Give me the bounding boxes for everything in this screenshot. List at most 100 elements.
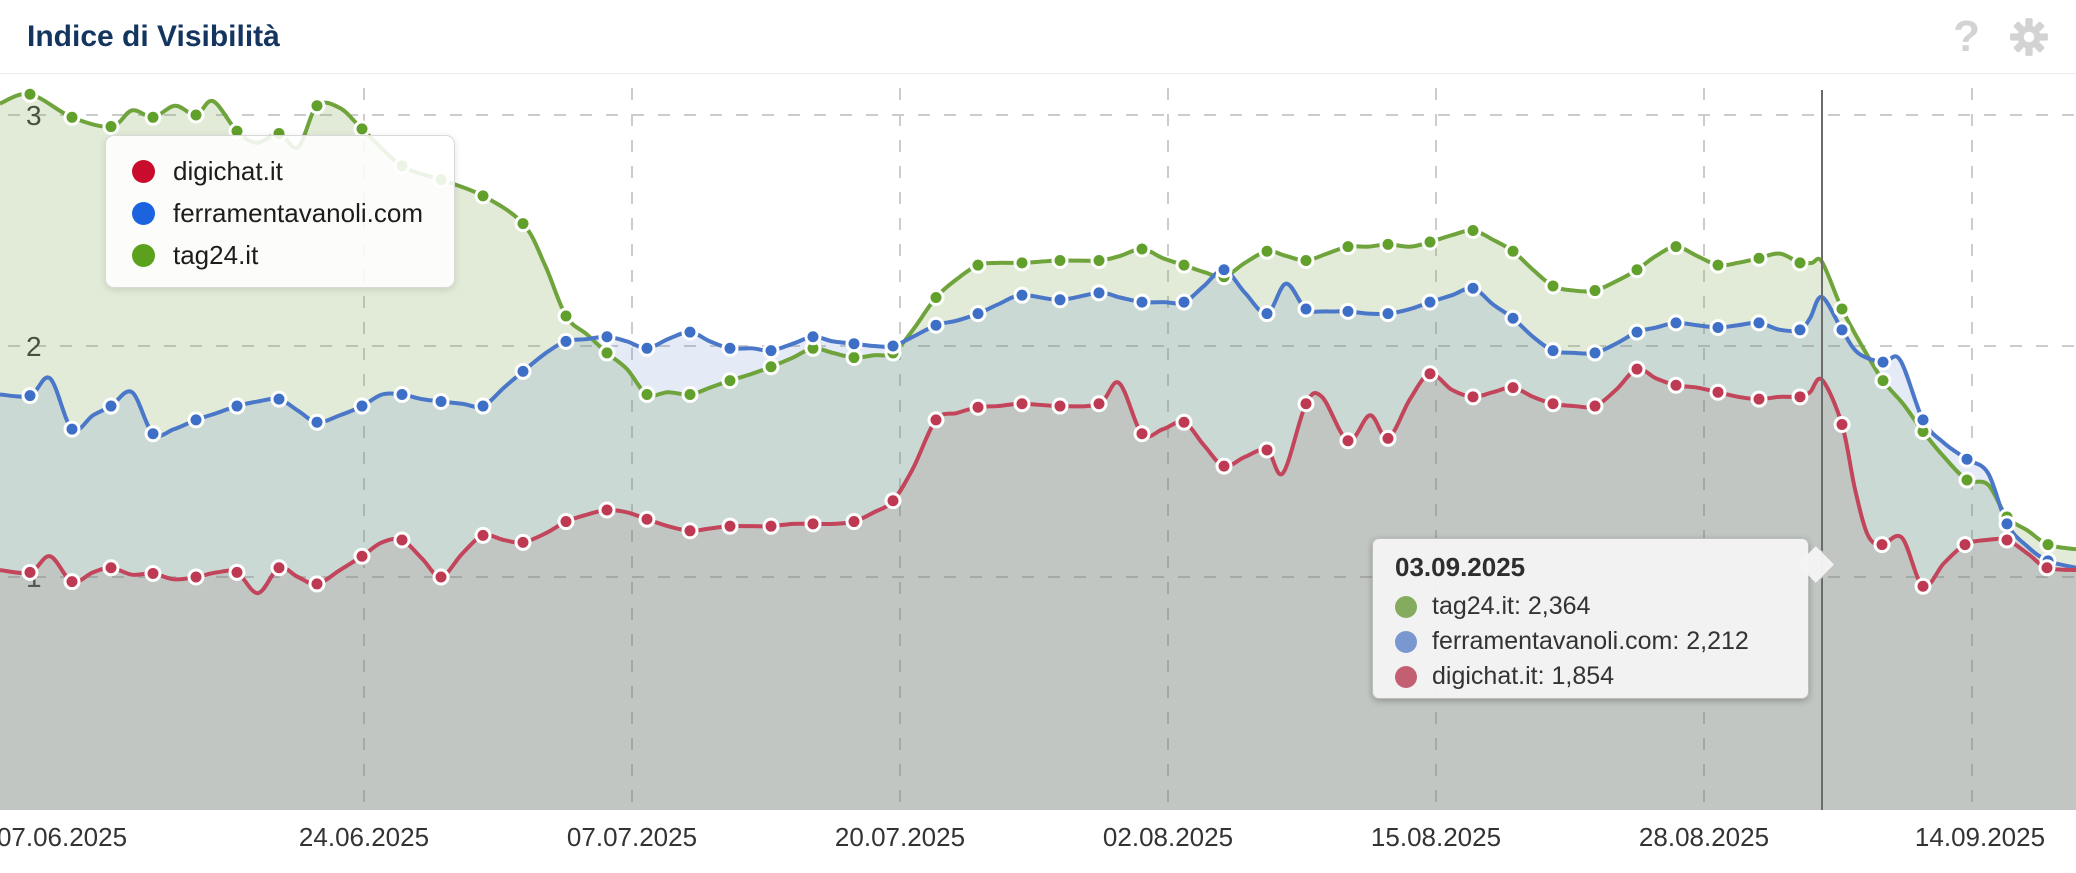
data-point-digichat.it[interactable]	[187, 568, 205, 586]
data-point-tag24.it[interactable]	[557, 307, 575, 325]
data-point-digichat.it[interactable]	[1464, 388, 1482, 406]
data-point-ferramentavanoli.com[interactable]	[1709, 319, 1727, 337]
data-point-digichat.it[interactable]	[598, 501, 616, 519]
data-point-digichat.it[interactable]	[721, 517, 739, 535]
data-point-digichat.it[interactable]	[845, 513, 863, 531]
data-point-ferramentavanoli.com[interactable]	[1421, 293, 1439, 311]
data-point-tag24.it[interactable]	[1709, 256, 1727, 274]
data-point-ferramentavanoli.com[interactable]	[762, 342, 780, 360]
data-point-tag24.it[interactable]	[1586, 282, 1604, 300]
data-point-ferramentavanoli.com[interactable]	[308, 413, 326, 431]
data-point-ferramentavanoli.com[interactable]	[144, 425, 162, 443]
data-point-tag24.it[interactable]	[1379, 235, 1397, 253]
data-point-digichat.it[interactable]	[474, 526, 492, 544]
data-point-tag24.it[interactable]	[1544, 277, 1562, 295]
data-point-ferramentavanoli.com[interactable]	[432, 392, 450, 410]
data-point-digichat.it[interactable]	[144, 565, 162, 583]
data-point-tag24.it[interactable]	[144, 108, 162, 126]
data-point-digichat.it[interactable]	[102, 559, 120, 577]
data-point-digichat.it[interactable]	[353, 547, 371, 565]
data-point-tag24.it[interactable]	[187, 106, 205, 124]
data-point-tag24.it[interactable]	[1791, 254, 1809, 272]
data-point-ferramentavanoli.com[interactable]	[1339, 302, 1357, 320]
data-point-digichat.it[interactable]	[228, 563, 246, 581]
data-point-ferramentavanoli.com[interactable]	[1833, 321, 1851, 339]
data-point-ferramentavanoli.com[interactable]	[804, 328, 822, 346]
data-point-tag24.it[interactable]	[1133, 240, 1151, 258]
data-point-tag24.it[interactable]	[2039, 536, 2057, 554]
data-point-digichat.it[interactable]	[1750, 390, 1768, 408]
data-point-tag24.it[interactable]	[969, 256, 987, 274]
data-point-tag24.it[interactable]	[1833, 300, 1851, 318]
data-point-tag24.it[interactable]	[927, 288, 945, 306]
data-point-ferramentavanoli.com[interactable]	[638, 339, 656, 357]
data-point-ferramentavanoli.com[interactable]	[1133, 293, 1151, 311]
data-point-tag24.it[interactable]	[21, 85, 39, 103]
data-point-digichat.it[interactable]	[1339, 432, 1357, 450]
data-point-tag24.it[interactable]	[1175, 256, 1193, 274]
data-point-ferramentavanoli.com[interactable]	[1667, 314, 1685, 332]
data-point-tag24.it[interactable]	[1504, 242, 1522, 260]
data-point-ferramentavanoli.com[interactable]	[1090, 284, 1108, 302]
data-point-tag24.it[interactable]	[514, 215, 532, 233]
legend-item-digichat[interactable]: digichat.it	[132, 150, 454, 192]
data-point-tag24.it[interactable]	[1750, 249, 1768, 267]
data-point-ferramentavanoli.com[interactable]	[1258, 305, 1276, 323]
data-point-ferramentavanoli.com[interactable]	[393, 386, 411, 404]
data-point-digichat.it[interactable]	[2038, 559, 2056, 577]
data-point-ferramentavanoli.com[interactable]	[514, 362, 532, 380]
data-point-digichat.it[interactable]	[1258, 441, 1276, 459]
data-point-digichat.it[interactable]	[1998, 531, 2016, 549]
data-point-ferramentavanoli.com[interactable]	[1750, 314, 1768, 332]
data-point-ferramentavanoli.com[interactable]	[63, 420, 81, 438]
data-point-ferramentavanoli.com[interactable]	[1297, 300, 1315, 318]
data-point-tag24.it[interactable]	[1258, 242, 1276, 260]
legend-item-ferramentavanoli[interactable]: ferramentavanoli.com	[132, 192, 454, 234]
data-point-digichat.it[interactable]	[514, 533, 532, 551]
data-point-ferramentavanoli.com[interactable]	[1914, 411, 1932, 429]
data-point-tag24.it[interactable]	[1958, 471, 1976, 489]
data-point-digichat.it[interactable]	[762, 517, 780, 535]
data-point-digichat.it[interactable]	[1013, 395, 1031, 413]
data-point-digichat.it[interactable]	[1667, 376, 1685, 394]
help-icon[interactable]: ?	[1953, 11, 1980, 61]
data-point-ferramentavanoli.com[interactable]	[1544, 342, 1562, 360]
data-point-tag24.it[interactable]	[1297, 252, 1315, 270]
data-point-tag24.it[interactable]	[102, 118, 120, 136]
data-point-ferramentavanoli.com[interactable]	[1013, 286, 1031, 304]
data-point-tag24.it[interactable]	[1339, 238, 1357, 256]
data-point-ferramentavanoli.com[interactable]	[927, 316, 945, 334]
data-point-ferramentavanoli.com[interactable]	[598, 328, 616, 346]
data-point-ferramentavanoli.com[interactable]	[721, 339, 739, 357]
data-point-digichat.it[interactable]	[308, 575, 326, 593]
legend-item-tag24[interactable]: tag24.it	[132, 234, 454, 276]
data-point-tag24.it[interactable]	[762, 358, 780, 376]
data-point-digichat.it[interactable]	[681, 522, 699, 540]
data-point-ferramentavanoli.com[interactable]	[474, 397, 492, 415]
data-point-digichat.it[interactable]	[1215, 457, 1233, 475]
data-point-ferramentavanoli.com[interactable]	[1504, 309, 1522, 327]
data-point-tag24.it[interactable]	[681, 386, 699, 404]
data-point-ferramentavanoli.com[interactable]	[1051, 291, 1069, 309]
data-point-ferramentavanoli.com[interactable]	[187, 411, 205, 429]
data-point-tag24.it[interactable]	[308, 97, 326, 115]
data-point-digichat.it[interactable]	[1544, 395, 1562, 413]
data-point-tag24.it[interactable]	[638, 386, 656, 404]
data-point-tag24.it[interactable]	[1421, 233, 1439, 251]
data-point-digichat.it[interactable]	[1586, 397, 1604, 415]
data-point-digichat.it[interactable]	[1090, 395, 1108, 413]
data-point-ferramentavanoli.com[interactable]	[102, 397, 120, 415]
data-point-digichat.it[interactable]	[969, 398, 987, 416]
data-point-digichat.it[interactable]	[1709, 383, 1727, 401]
data-point-digichat.it[interactable]	[1873, 536, 1891, 554]
data-point-digichat.it[interactable]	[1833, 416, 1851, 434]
data-point-ferramentavanoli.com[interactable]	[353, 397, 371, 415]
data-point-tag24.it[interactable]	[845, 349, 863, 367]
data-point-ferramentavanoli.com[interactable]	[1874, 353, 1892, 371]
data-point-tag24.it[interactable]	[1667, 238, 1685, 256]
data-point-digichat.it[interactable]	[21, 563, 39, 581]
data-point-tag24.it[interactable]	[1874, 372, 1892, 390]
data-point-ferramentavanoli.com[interactable]	[1464, 279, 1482, 297]
data-point-tag24.it[interactable]	[474, 187, 492, 205]
